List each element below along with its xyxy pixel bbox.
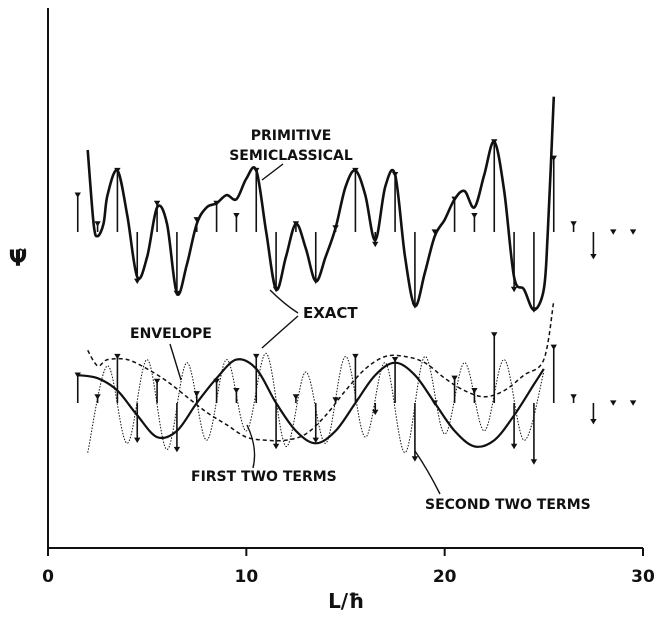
upper-exact-point-19 [451, 196, 458, 202]
second-two-terms-curve [87, 352, 545, 454]
upper-exact-point-26 [590, 254, 597, 260]
upper-exact-point-17 [411, 303, 419, 309]
upper-exact-point-22 [510, 286, 518, 293]
upper-exact-point-1 [94, 221, 101, 227]
lower-exact-point-10 [272, 443, 280, 450]
upper-exact-point-4 [153, 200, 161, 207]
lower-exact-point-6 [193, 391, 200, 397]
upper-exact-point-24 [550, 155, 557, 161]
lower-exact-point-11 [292, 394, 300, 400]
lower-exact-point-25 [570, 394, 577, 400]
lower-exact-point-5 [173, 446, 181, 453]
upper-exact-point-11 [292, 221, 300, 227]
lower-exact-point-18 [431, 400, 438, 406]
lower-exact-points [74, 332, 637, 465]
lower-exact-point-9 [253, 353, 260, 360]
lower-exact-point-1 [94, 394, 101, 400]
lower-exact-point-16 [391, 357, 399, 363]
upper-exact-point-23 [530, 307, 538, 313]
upper-exact-point-28 [629, 229, 637, 235]
upper-exact-point-5 [173, 290, 181, 297]
lower-exact-point-26 [590, 419, 597, 425]
upper-exact-points [74, 139, 637, 313]
upper-exact-point-6 [193, 217, 200, 223]
lower-exact-point-24 [550, 344, 557, 350]
upper-exact-point-2 [114, 167, 121, 174]
x-tick-label-3: 30 [631, 567, 655, 587]
y-axis-label: Ψ̃ [9, 247, 28, 272]
upper-exact-point-13 [332, 225, 339, 231]
upper-exact-point-16 [391, 172, 399, 178]
annotation-envelope: ENVELOPE [130, 326, 212, 342]
exact-pointer-up [269, 289, 299, 314]
lower-exact-point-28 [629, 400, 637, 406]
lower-exact-point-0 [74, 372, 81, 378]
lower-exact-point-17 [411, 456, 419, 462]
upper-exact-point-9 [253, 167, 260, 174]
lower-exact-point-3 [134, 437, 141, 443]
upper-exact-point-21 [491, 139, 498, 145]
x-tick-label-2: 20 [433, 567, 457, 587]
annotation-primitive: PRIMITIVE [251, 128, 332, 144]
upper-exact-point-27 [610, 229, 617, 235]
lower-exact-point-15 [372, 409, 379, 416]
first-two-terms-pointer [246, 424, 256, 469]
lower-exact-point-13 [332, 397, 339, 403]
lower-exact-point-14 [352, 353, 359, 360]
x-axis-label: L/ħ [328, 589, 364, 613]
lower-exact-point-23 [530, 459, 538, 465]
annotation-first-two-terms: FIRST TWO TERMS [191, 469, 337, 485]
x-tick-label-1: 10 [234, 567, 258, 587]
x-tick-label-0: 0 [42, 567, 54, 587]
lower-exact-point-21 [491, 332, 498, 338]
lower-exact-point-4 [153, 378, 161, 385]
lower-exact-point-8 [233, 388, 240, 394]
lower-exact-point-19 [451, 375, 458, 381]
upper-exact-point-10 [272, 286, 280, 293]
lower-exact-point-12 [312, 437, 319, 443]
semiclassical-pointer [261, 163, 284, 181]
upper-exact-point-15 [372, 241, 379, 248]
x-ticks: 0 10 20 30 [42, 548, 655, 587]
lower-exact-point-2 [114, 353, 121, 360]
upper-exact-point-25 [570, 221, 577, 227]
lower-exact-point-7 [213, 378, 220, 385]
upper-exact-point-3 [134, 278, 141, 284]
upper-exact-point-7 [213, 200, 220, 207]
first-two-terms-curve [77, 358, 545, 448]
annotation-semiclassical: SEMICLASSICAL [229, 148, 353, 164]
upper-panel [74, 96, 637, 313]
upper-exact-point-14 [352, 167, 359, 174]
upper-exact-point-18 [431, 229, 438, 235]
upper-exact-point-8 [233, 213, 240, 219]
lower-exact-point-22 [510, 443, 518, 450]
annotation-second-two-terms: SECOND TWO TERMS [425, 497, 591, 513]
lower-exact-point-27 [610, 400, 617, 406]
lower-panel [74, 300, 637, 465]
lower-exact-point-20 [471, 388, 478, 394]
upper-exact-point-20 [471, 213, 478, 219]
upper-exact-point-0 [74, 192, 81, 198]
annotation-exact: EXACT [303, 304, 358, 322]
second-two-terms-pointer [414, 450, 441, 495]
exact-pointer-down [261, 315, 299, 349]
envelope-pointer [169, 343, 182, 381]
upper-exact-point-12 [312, 278, 319, 284]
